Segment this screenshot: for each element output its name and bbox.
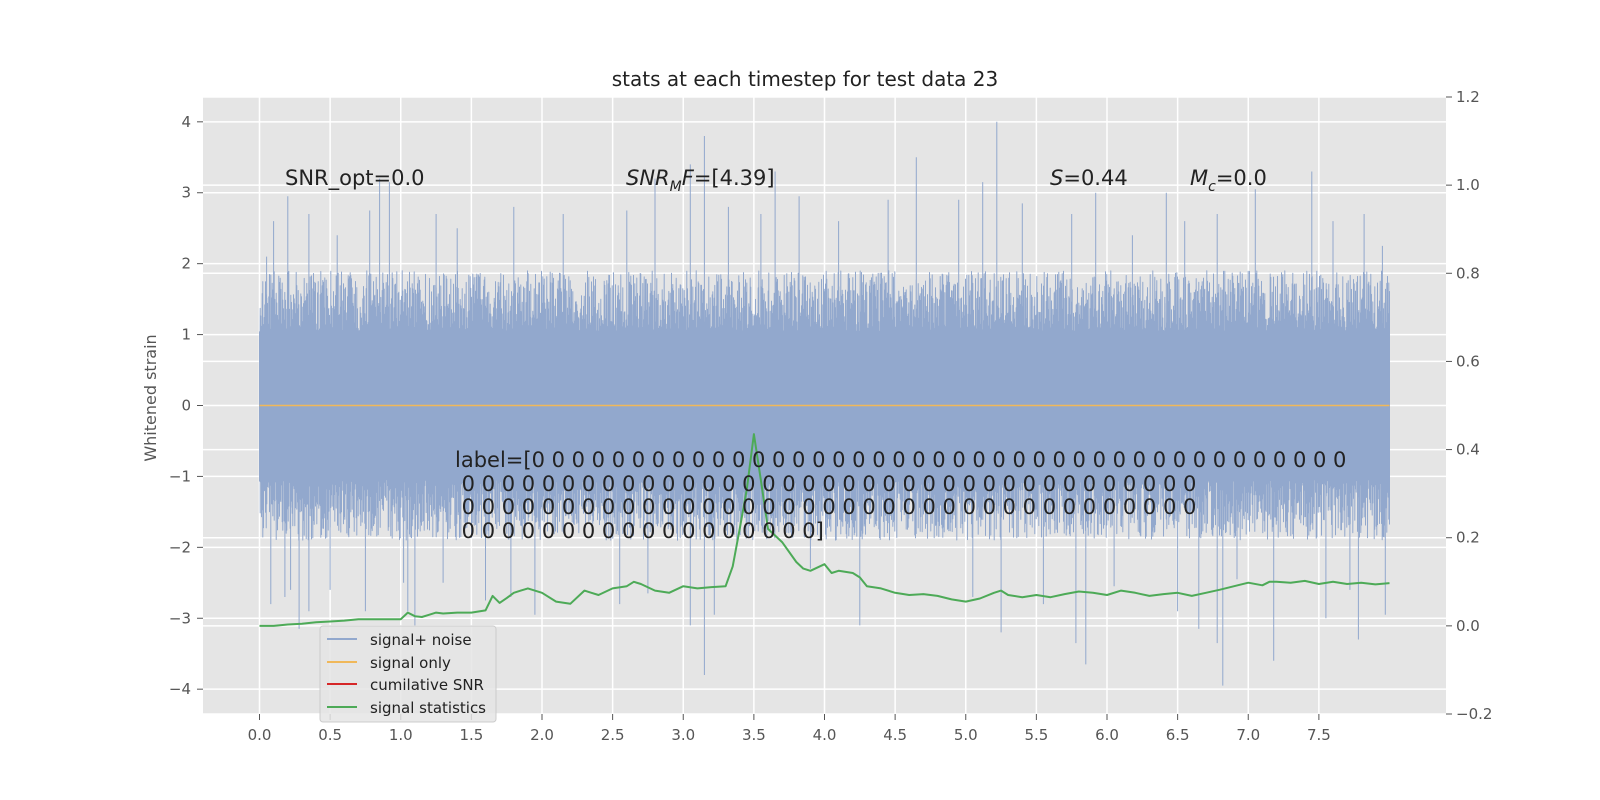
legend-item-signal-statistics: signal statistics	[327, 699, 486, 717]
x-tick-label-1: 0.5	[318, 726, 342, 744]
x-tick-label-8: 4.0	[813, 726, 837, 744]
x-tick-label-3: 1.5	[459, 726, 483, 744]
x-tick-label-6: 3.0	[671, 726, 695, 744]
axes: 0.0 0.5 1.0 1.5 2.0 2.5 3.0 3.5 4.0 4.5 5.0 5.5 6.0 6…	[169, 88, 1493, 744]
signal-statistics-line	[259, 433, 1390, 627]
legend: signal+ noise signal only cumilative SNR…	[319, 625, 497, 723]
y-tick-label-8: 4	[181, 113, 191, 131]
label-line-1: label=[0 0 0 0 0 0 0 0 0 0 0 0 0 0 0 0 0…	[455, 448, 1346, 472]
snr-mf-annotation: SNRMF=[4.39]	[626, 166, 775, 195]
snr-opt-annotation: SNR_opt=0.0	[285, 166, 425, 191]
x-tick-label-14: 7.0	[1236, 726, 1260, 744]
annotations: SNR_opt=0.0 SNRMF=[4.39] S=0.44 Mc=0.0	[285, 166, 1267, 195]
y-right-tick-label-6: 1.0	[1456, 176, 1480, 194]
y-tick-label-0: −4	[169, 680, 191, 698]
m-chirp-symbol: M	[1190, 166, 1208, 190]
snr-mf-symbol-tail: F	[682, 166, 695, 190]
y-right-tick-label-7: 1.2	[1456, 88, 1480, 106]
m-chirp-subscript: c	[1208, 179, 1216, 195]
x-tick-label-4: 2.0	[530, 726, 554, 744]
label-line-2: 0 0 0 0 0 0 0 0 0 0 0 0 0 0 0 0 0 0 0 0 …	[455, 472, 1196, 496]
x-tick-label-9: 4.5	[883, 726, 907, 744]
x-tick-label-15: 7.5	[1307, 726, 1331, 744]
legend-box	[319, 625, 497, 723]
chart-title: stats at each timestep for test data 23	[612, 67, 998, 91]
x-tick-label-10: 5.0	[954, 726, 978, 744]
x-tick-label-7: 3.5	[742, 726, 766, 744]
snr-mf-subscript: M	[670, 179, 682, 195]
legend-item-signal-noise: signal+ noise	[327, 631, 472, 649]
legend-label-signal-only: signal only	[370, 654, 451, 672]
x-tick-label-0: 0.0	[248, 726, 272, 744]
y-axis-label: Whitened strain	[141, 334, 160, 461]
label-annotation: label=[0 0 0 0 0 0 0 0 0 0 0 0 0 0 0 0 0…	[455, 448, 1346, 543]
y-tick-label-5: 1	[181, 326, 191, 344]
y-right-tick-label-2: 0.2	[1456, 529, 1480, 547]
y-right-tick-label-3: 0.4	[1456, 441, 1480, 459]
y-right-tick-label-1: 0.0	[1456, 617, 1480, 635]
y-tick-label-7: 3	[181, 184, 191, 202]
x-tick-label-5: 2.5	[601, 726, 625, 744]
s-stat-value: =0.44	[1063, 166, 1127, 190]
y-tick-label-1: −3	[169, 609, 191, 627]
y-tick-label-6: 2	[181, 255, 191, 273]
s-stat-annotation: S=0.44	[1050, 166, 1128, 190]
y-tick-label-3: −1	[169, 467, 191, 485]
y-right-tick-label-5: 0.8	[1456, 264, 1480, 282]
legend-label-signal-statistics: signal statistics	[370, 699, 486, 717]
signal-noise-line	[259, 121, 1390, 686]
m-chirp-annotation: Mc=0.0	[1190, 166, 1267, 195]
snr-mf-symbol: SNR	[626, 166, 670, 190]
s-stat-symbol: S	[1050, 166, 1063, 190]
label-line-3: 0 0 0 0 0 0 0 0 0 0 0 0 0 0 0 0 0 0 0 0 …	[455, 495, 1196, 519]
legend-item-signal-only: signal only	[327, 654, 451, 672]
legend-label-cumulative-snr: cumilative SNR	[370, 676, 484, 694]
x-tick-label-12: 6.0	[1095, 726, 1119, 744]
label-line-4: 0 0 0 0 0 0 0 0 0 0 0 0 0 0 0 0 0 0]	[455, 519, 824, 543]
y-tick-label-4: 0	[181, 397, 191, 415]
y-right-tick-label-0: −0.2	[1456, 705, 1492, 723]
snr-mf-value: =[4.39]	[694, 166, 775, 190]
x-tick-label-13: 6.5	[1166, 726, 1190, 744]
series-layer	[259, 121, 1390, 686]
x-tick-label-11: 5.5	[1024, 726, 1048, 744]
y-right-tick-label-4: 0.6	[1456, 352, 1480, 370]
y-tick-label-2: −2	[169, 538, 191, 556]
legend-label-signal-noise: signal+ noise	[370, 631, 472, 649]
legend-item-cumulative-snr: cumilative SNR	[327, 676, 484, 694]
snr-opt-text: SNR_opt=0.0	[285, 166, 425, 191]
m-chirp-value: =0.0	[1216, 166, 1267, 190]
x-tick-label-2: 1.0	[389, 726, 413, 744]
